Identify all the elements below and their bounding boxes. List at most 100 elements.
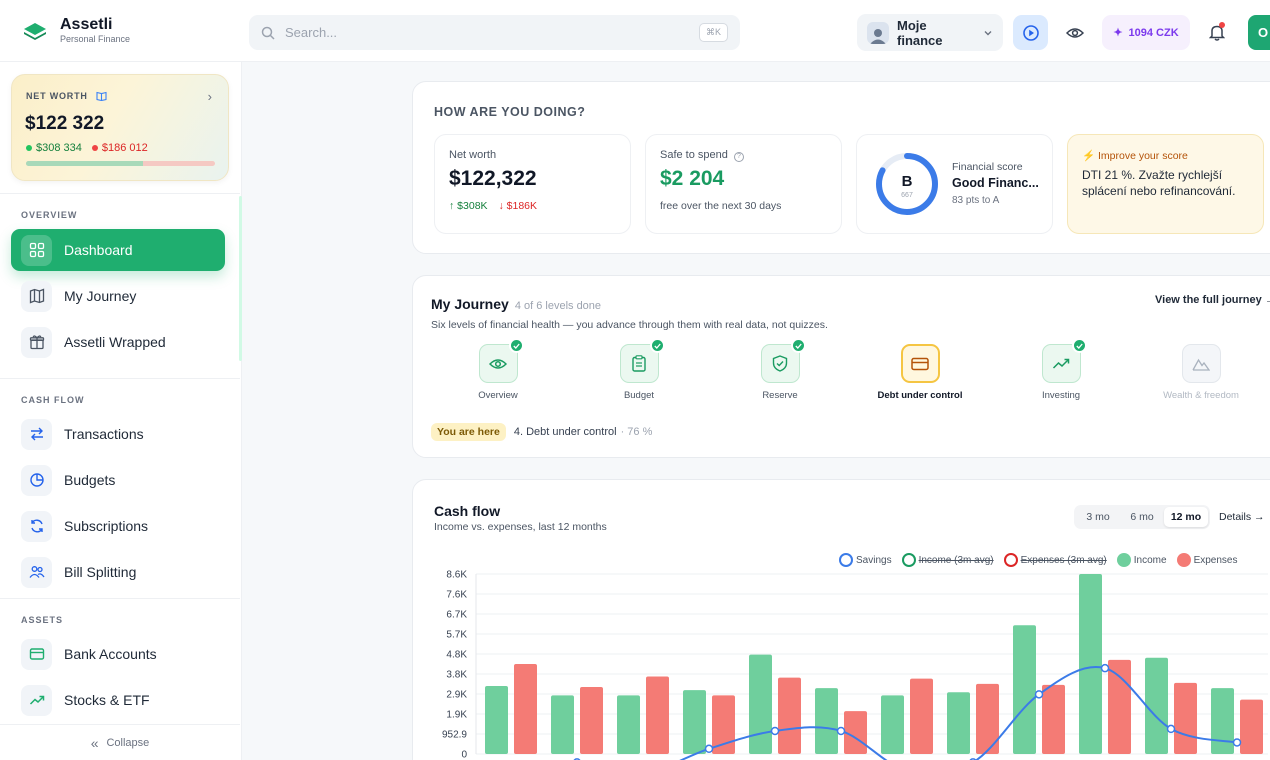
cash-flow-title: Cash flow [434, 503, 501, 519]
net-worth-stat[interactable]: Net worth $122,322 ↑ $308K ↓ $186K [434, 134, 631, 234]
liabilities-value: $186 012 [91, 142, 148, 154]
level-label: Wealth & freedom [1163, 390, 1239, 401]
notifications-button[interactable] [1199, 15, 1234, 50]
details-link[interactable]: Details → [1219, 511, 1265, 523]
stat-label: Net worth [449, 149, 497, 161]
net-worth-card[interactable]: NET WORTH › $122 322 $308 334 $186 012 [11, 74, 229, 181]
improve-text: DTI 21 %. Zvažte rychlejší splácení nebo… [1082, 168, 1236, 198]
info-icon: ? [733, 152, 744, 162]
sidebar-item-budgets[interactable]: Budgets [11, 459, 225, 501]
net-worth-bar [26, 161, 215, 166]
range-selector: 3 mo 6 mo 12 mo [1074, 505, 1210, 529]
range-6mo[interactable]: 6 mo [1130, 511, 1154, 523]
safe-to-spend-stat[interactable]: Safe to spend ? $2 204 free over the nex… [645, 134, 842, 234]
book-icon [96, 91, 107, 101]
cash-flow-chart: 8.6K 7.6K 6.7K 5.7K 4.8K 3.8K 2.9K 1.9K 952.9 0 [442, 570, 1268, 760]
brand-name: Assetli [60, 16, 113, 33]
current-level-text: 4. Debt under control [513, 426, 617, 438]
cash-flow-subtitle: Income vs. expenses, last 12 months [434, 521, 607, 533]
profile-switcher[interactable]: Moje finance [857, 14, 1003, 51]
brand[interactable]: Assetli Personal Finance [22, 16, 130, 45]
credits-badge[interactable]: ✦ 1094 CZK [1102, 15, 1190, 50]
improve-score-card[interactable]: ⚡ Improve your score DTI 21 %. Zvažte ry… [1067, 134, 1264, 234]
improve-title: ⚡ Improve your score [1082, 150, 1188, 162]
cash-flow-card: Cash flow Income vs. expenses, last 12 m… [412, 479, 1270, 760]
grid-icon [21, 234, 52, 266]
level-investing[interactable]: Investing [1006, 338, 1116, 401]
chevron-right-icon: › [207, 89, 212, 104]
double-chevron-left-icon: « [90, 734, 99, 751]
level-icon-box [1041, 338, 1087, 383]
legend-savings[interactable]: Savings [839, 553, 892, 567]
view-journey-link[interactable]: View the full journey → [1155, 294, 1270, 306]
sidebar-item-my-journey[interactable]: My Journey [11, 275, 225, 317]
financial-score-stat[interactable]: B 667 Financial score Good Financ... 83 … [856, 134, 1053, 234]
search-bar[interactable]: Search... ⌘K [249, 15, 740, 50]
sidebar-item-bill-splitting[interactable]: Bill Splitting [11, 551, 225, 593]
legend-income[interactable]: Income [1116, 553, 1167, 567]
level-debt-under-control[interactable]: Debt under control [865, 344, 975, 401]
map-icon [21, 280, 52, 312]
sidebar-item-transactions[interactable]: Transactions [11, 413, 225, 455]
legend-expenses-avg[interactable]: Expenses (3m avg) [1003, 553, 1107, 567]
privacy-toggle-button[interactable] [1057, 15, 1092, 50]
stat-sub: 83 pts to A [952, 195, 1000, 206]
brand-logo-icon [24, 22, 46, 40]
check-icon [649, 338, 665, 353]
range-3mo[interactable]: 3 mo [1086, 511, 1110, 523]
stat-value: Good Financ... [952, 176, 1039, 190]
sidebar-item-dashboard[interactable]: Dashboard [11, 229, 225, 271]
shield-check-icon [772, 355, 788, 372]
range-12mo[interactable]: 12 mo [1164, 507, 1208, 527]
user-initial: O [1258, 25, 1269, 40]
user-menu-button[interactable]: O [1248, 15, 1270, 50]
income-bar [815, 688, 838, 754]
level-budget[interactable]: Budget [584, 338, 694, 401]
up-change: ↑ $308K [449, 200, 488, 212]
sidebar-item-bank-accounts[interactable]: Bank Accounts [11, 633, 225, 675]
you-are-here-badge: You are here [431, 423, 506, 441]
top-header: Assetli Personal Finance Search... ⌘K Mo… [0, 0, 1270, 62]
expenses-bar [1174, 682, 1197, 754]
income-bar [617, 695, 640, 754]
y-tick-label: 6.7K [446, 610, 467, 621]
expenses-bar [1240, 699, 1263, 754]
stat-label: Safe to spend ? [660, 149, 744, 162]
score-grade: B [902, 173, 913, 190]
level-overview[interactable]: Overview [443, 338, 553, 401]
sidebar-scrollbar[interactable] [239, 196, 242, 361]
collapse-button[interactable]: « Collapse [0, 724, 240, 760]
credit-card-icon [911, 357, 929, 370]
sidebar-item-stocks-etf[interactable]: Stocks & ETF [11, 679, 225, 721]
credits-value: 1094 CZK [1128, 26, 1179, 39]
sidebar-item-label: Assetli Wrapped [64, 334, 166, 350]
journey-count: 4 of 6 levels done [514, 300, 602, 312]
sidebar-item-label: Stocks & ETF [64, 692, 150, 708]
sidebar-item-label: My Journey [64, 288, 137, 304]
stat-value: $122,322 [449, 167, 537, 190]
legend-income-avg[interactable]: Income (3m avg) [901, 553, 994, 567]
level-label: Investing [1041, 390, 1081, 401]
level-label: Debt under control [877, 390, 963, 401]
level-wealth-freedom[interactable]: Wealth & freedom [1146, 344, 1256, 401]
journey-description: Six levels of financial health — you adv… [431, 319, 828, 331]
sidebar-item-subscriptions[interactable]: Subscriptions [11, 505, 225, 547]
legend-expenses[interactable]: Expenses [1176, 553, 1237, 567]
y-tick-label: 4.8K [446, 650, 467, 661]
expenses-bar [514, 664, 537, 754]
level-label: Overview [478, 390, 518, 401]
sidebar-item-assetli-wrapped[interactable]: Assetli Wrapped [11, 321, 225, 363]
search-input[interactable]: Search... [285, 25, 338, 40]
assets-value: $308 334 [26, 142, 82, 154]
level-label: Budget [623, 390, 655, 401]
notification-dot [1219, 22, 1225, 28]
level-icon-box [760, 338, 806, 383]
level-reserve[interactable]: Reserve [725, 338, 835, 401]
stat-value: $2 204 [660, 167, 725, 190]
savings-point [1100, 663, 1110, 673]
pie-chart-icon [21, 464, 52, 496]
level-icon-box [1181, 344, 1221, 383]
expenses-bar [580, 687, 603, 754]
expenses-bar [646, 676, 669, 754]
play-button[interactable] [1013, 15, 1048, 50]
